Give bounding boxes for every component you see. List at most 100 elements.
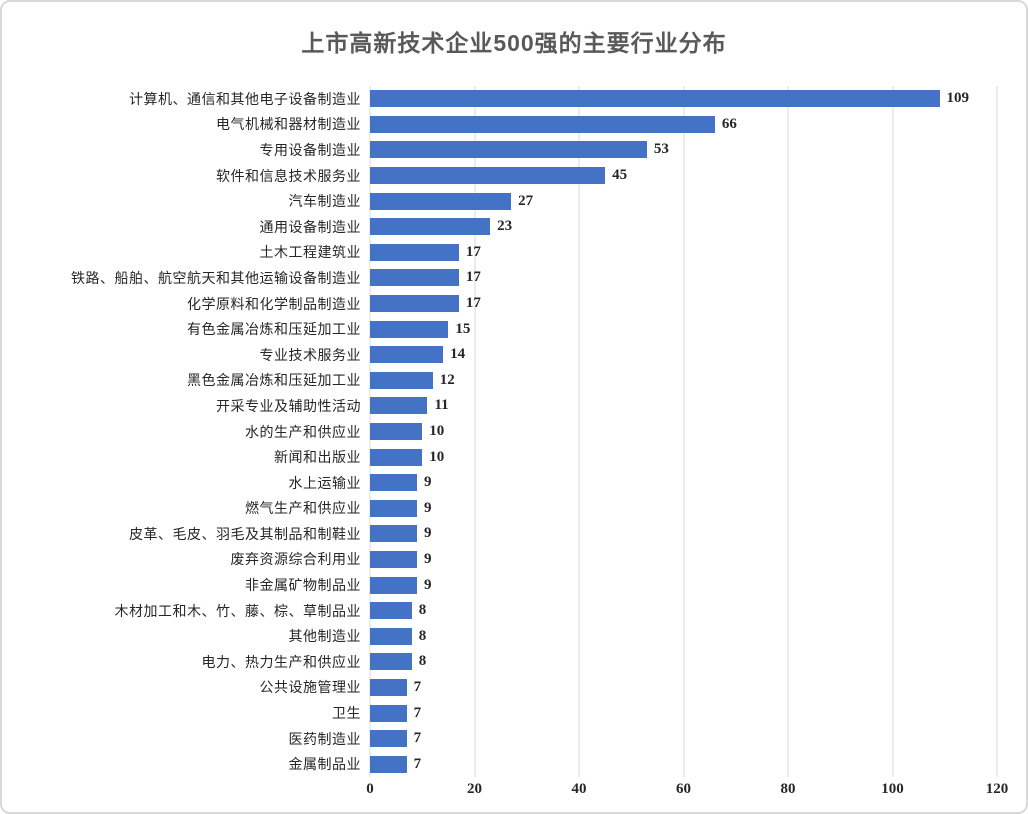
value-label: 9 [424,576,432,593]
gridline [683,86,684,777]
value-label: 8 [418,653,427,670]
chart-row: 新闻和出版业 10 [2,444,997,470]
x-tick-label: 80 [780,781,796,797]
value-label: 45 [612,167,628,184]
bar-cell: 66 [370,112,997,138]
chart-row: 非金属矿物制品业 9 [2,572,997,598]
category-label: 软件和信息技术服务业 [216,169,361,185]
bar [370,525,418,543]
category-label: 金属制品业 [288,758,361,774]
chart-row: 水的生产和供应业 10 [2,419,997,445]
chart-row: 黑色金属冶炼和压延加工业 12 [2,368,997,394]
chart-row: 公共设施管理业 7 [2,675,997,701]
bar [370,243,459,261]
chart-row: 软件和信息技术服务业 45 [2,163,997,189]
chart-row: 专用设备制造业 53 [2,137,997,163]
category-label: 化学原料和化学制品制造业 [187,297,361,313]
category-label: 水上运输业 [288,476,361,492]
bar-cell: 9 [370,547,997,573]
bar [370,397,428,415]
bar [370,167,606,185]
category-label: 公共设施管理业 [259,681,361,697]
chart-row: 有色金属冶炼和压延加工业 15 [2,316,997,342]
bar [370,448,423,466]
category-label: 卫生 [332,707,361,723]
chart-row: 铁路、船舶、航空航天和其他运输设备制造业 17 [2,265,997,291]
gridline [474,86,475,777]
category-label: 皮革、毛皮、羽毛及其制品和制鞋业 [129,527,361,543]
bar [370,653,412,671]
bar [370,320,449,338]
category-label: 专业技术服务业 [259,348,361,364]
value-label: 27 [518,192,534,209]
chart-row: 开采专业及辅助性活动 11 [2,393,997,419]
bar [370,550,418,568]
category-label: 废弃资源综合利用业 [230,553,361,569]
chart-row: 其他制造业 8 [2,623,997,649]
bar [370,704,407,722]
chart-row: 计算机、通信和其他电子设备制造业 109 [2,86,997,112]
category-label: 燃气生产和供应业 [245,502,361,518]
value-label: 15 [455,320,471,337]
x-tick-label: 20 [467,781,482,797]
bar [370,730,407,748]
category-label: 专用设备制造业 [259,143,361,159]
x-tick-label: 120 [985,781,1009,797]
value-label: 9 [424,550,432,567]
value-label: 11 [434,397,449,414]
chart-row: 电力、热力生产和供应业 8 [2,649,997,675]
bar [370,218,491,236]
bar-cell: 17 [370,265,997,291]
bar-cell: 10 [370,419,997,445]
bar-cell: 45 [370,163,997,189]
chart-row: 土木工程建筑业 17 [2,240,997,266]
category-label: 非金属矿物制品业 [245,579,361,595]
bar-cell: 15 [370,316,997,342]
category-label: 其他制造业 [288,630,361,646]
value-label: 7 [413,678,422,695]
bar-cell: 7 [370,700,997,726]
category-label: 通用设备制造业 [259,220,361,236]
bar [370,627,412,645]
bar-cell: 9 [370,470,997,496]
x-tick-label: 0 [366,781,374,797]
bar [370,678,407,696]
chart-row: 废弃资源综合利用业 9 [2,547,997,573]
value-label: 23 [497,218,513,235]
value-label: 12 [439,371,455,388]
chart-rows: 计算机、通信和其他电子设备制造业 109 电气机械和器材制造业 66 专用设备制造业 53… [2,86,997,777]
value-label: 9 [424,474,432,491]
bar [370,371,433,389]
chart-row: 汽车制造业 27 [2,188,997,214]
bar-cell: 7 [370,675,997,701]
bar-cell: 8 [370,598,997,624]
value-label: 7 [413,730,422,747]
x-tick-label: 60 [676,781,691,797]
value-label: 17 [465,269,481,286]
category-label: 木材加工和木、竹、藤、棕、草制品业 [114,604,361,620]
chart-row: 金属制品业 7 [2,751,997,777]
x-tick-label: 40 [571,781,587,797]
bar-cell: 17 [370,291,997,317]
category-label: 土木工程建筑业 [259,246,361,262]
bar [370,346,444,364]
category-label: 铁路、船舶、航空航天和其他运输设备制造业 [71,271,361,287]
chart-row: 专业技术服务业 14 [2,342,997,368]
bar [370,115,715,133]
gridline [996,86,998,777]
chart-row: 医药制造业 7 [2,726,997,752]
bar-cell: 7 [370,751,997,777]
bar [370,576,418,594]
bar [370,90,940,108]
value-label: 14 [450,346,466,363]
category-label: 电力、热力生产和供应业 [201,655,361,671]
chart-row: 通用设备制造业 23 [2,214,997,240]
bar-cell: 10 [370,444,997,470]
value-label: 10 [429,448,445,465]
value-label: 109 [946,90,970,107]
category-label: 开采专业及辅助性活动 [216,399,361,415]
value-label: 9 [424,499,432,516]
chart-title: 上市高新技术企业500强的主要行业分布 [301,30,727,56]
gridline [892,86,893,777]
